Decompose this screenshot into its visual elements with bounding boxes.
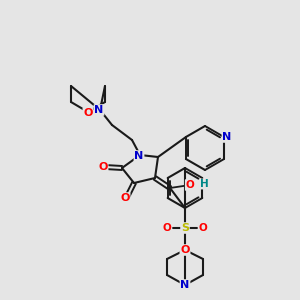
Text: N: N — [180, 280, 190, 290]
Text: N: N — [94, 105, 103, 115]
Text: O: O — [180, 245, 190, 255]
Text: O: O — [120, 193, 130, 203]
Text: O: O — [98, 162, 108, 172]
Text: O: O — [163, 223, 171, 233]
Text: N: N — [134, 151, 144, 161]
Text: O: O — [186, 180, 194, 190]
Text: H: H — [200, 179, 209, 189]
Text: O: O — [199, 223, 207, 233]
Text: N: N — [222, 132, 232, 142]
Text: S: S — [181, 223, 189, 233]
Text: O: O — [83, 108, 93, 118]
